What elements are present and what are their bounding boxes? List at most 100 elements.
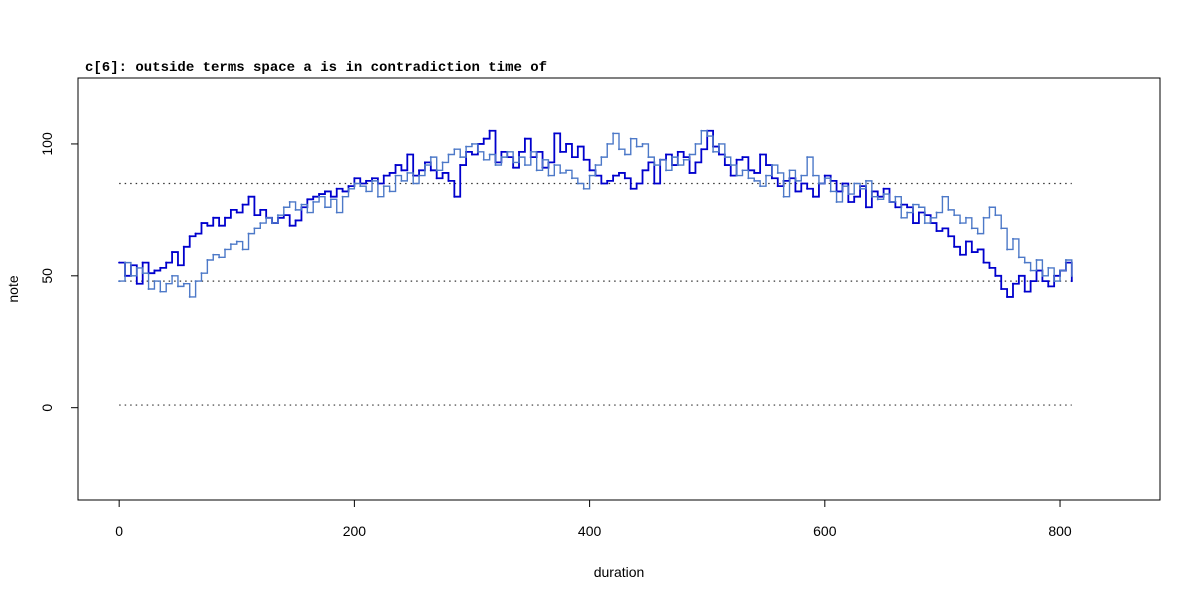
data-point <box>470 142 473 145</box>
data-point <box>912 222 915 225</box>
data-point <box>265 216 268 219</box>
data-point <box>929 216 932 219</box>
data-point <box>394 164 397 167</box>
data-point <box>747 177 750 180</box>
data-point <box>1047 266 1050 269</box>
data-point <box>188 235 191 238</box>
data-point <box>959 253 962 256</box>
data-point <box>618 171 620 174</box>
data-point <box>894 195 897 198</box>
data-point <box>218 224 221 227</box>
data-point <box>812 174 815 177</box>
data-point <box>253 227 256 230</box>
data-point <box>606 142 609 145</box>
data-point <box>341 190 344 193</box>
y-tick-label: 50 <box>39 268 55 284</box>
data-point <box>729 174 732 177</box>
data-point <box>235 240 238 243</box>
data-point <box>218 256 221 259</box>
data-point <box>1070 280 1073 283</box>
series-line-0 <box>119 129 1073 298</box>
data-point <box>329 198 332 201</box>
data-point <box>247 195 250 198</box>
y-tick-label: 0 <box>39 404 55 412</box>
data-point <box>224 216 227 219</box>
data-point <box>371 177 374 180</box>
data-point <box>964 216 967 219</box>
data-point <box>794 179 797 182</box>
x-tick-label: 600 <box>813 523 837 539</box>
data-point <box>682 158 685 161</box>
data-point <box>418 169 421 172</box>
data-point <box>271 222 274 225</box>
data-point <box>641 169 644 172</box>
data-point <box>947 208 950 211</box>
data-point <box>388 171 391 174</box>
data-point <box>529 150 532 153</box>
data-point <box>541 158 544 161</box>
data-point <box>647 156 650 159</box>
data-point <box>623 153 626 156</box>
data-point <box>565 169 568 172</box>
data-point <box>847 200 850 203</box>
data-point <box>176 285 179 288</box>
data-point <box>1064 258 1067 261</box>
data-point <box>159 290 162 293</box>
data-point <box>735 174 738 177</box>
data-point <box>1011 237 1014 240</box>
data-point <box>682 156 685 159</box>
data-point <box>500 150 503 153</box>
data-point <box>518 156 521 159</box>
data-point <box>706 135 709 138</box>
data-point <box>906 211 909 214</box>
data-point <box>171 274 174 277</box>
data-point <box>629 137 632 140</box>
data-point <box>235 211 238 214</box>
data-point <box>1000 227 1003 230</box>
data-point <box>618 148 620 151</box>
data-point <box>823 177 826 180</box>
data-point <box>1017 274 1020 277</box>
data-point <box>406 171 409 174</box>
axes: 0 200 400 600 800 0 50 100 <box>39 132 1072 539</box>
data-point <box>494 164 497 167</box>
data-point <box>500 156 503 159</box>
data-point <box>835 200 838 203</box>
series-line-1 <box>119 130 1073 298</box>
data-point <box>535 169 538 172</box>
data-point <box>459 164 462 167</box>
data-point <box>306 198 309 201</box>
data-point <box>1035 258 1038 261</box>
data-point <box>482 137 485 140</box>
data-point <box>959 222 962 225</box>
data-point <box>982 216 985 219</box>
data-point <box>253 214 256 217</box>
data-point <box>600 156 603 159</box>
data-point <box>429 169 432 172</box>
data-point <box>559 171 562 174</box>
data-point <box>770 164 773 167</box>
data-point <box>753 179 756 182</box>
data-point <box>288 224 291 227</box>
data-point <box>888 200 891 203</box>
data-point <box>506 150 509 153</box>
data-point <box>964 240 967 243</box>
data-point <box>188 295 191 298</box>
data-point <box>559 150 562 153</box>
data-point <box>800 182 803 185</box>
data-point <box>894 206 897 209</box>
data-point <box>194 280 197 283</box>
data-point <box>676 164 679 167</box>
data-point <box>935 211 938 214</box>
data-point <box>200 272 203 275</box>
data-point <box>653 182 656 185</box>
data-point <box>717 153 720 156</box>
data-point <box>565 142 568 145</box>
data-point <box>782 195 785 198</box>
data-point <box>353 182 356 185</box>
data-point <box>953 245 956 248</box>
data-point <box>165 261 168 264</box>
data-point <box>247 232 250 235</box>
data-point <box>912 203 915 206</box>
data-point <box>118 261 121 264</box>
